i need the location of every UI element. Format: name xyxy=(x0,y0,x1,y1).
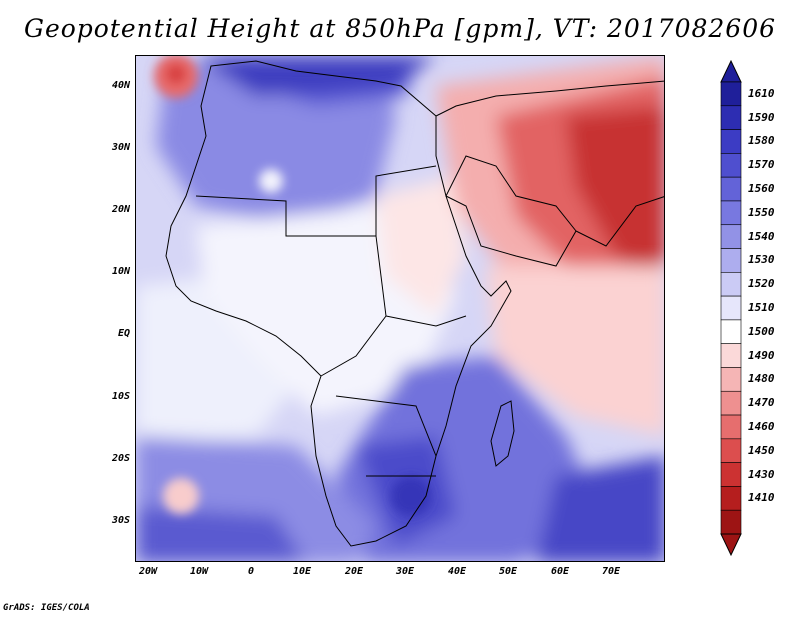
colorbar-swatch xyxy=(720,390,742,416)
colorbar xyxy=(720,60,742,556)
colorbar-swatch xyxy=(720,486,742,511)
map-plot-area xyxy=(135,55,665,562)
colorbar-swatch xyxy=(720,509,742,535)
lat-label: EQ xyxy=(117,328,130,339)
lon-label: 70E xyxy=(601,566,621,577)
colorbar-swatch xyxy=(720,343,742,368)
colorbar-top-arrow xyxy=(720,60,742,83)
coastlines xyxy=(165,60,664,547)
colorbar-level-label: 1570 xyxy=(748,158,775,172)
lon-label: 20E xyxy=(344,566,364,577)
colorbar-level-label: 1460 xyxy=(748,419,775,433)
lat-label: 30S xyxy=(111,515,130,526)
colorbar-swatch xyxy=(720,272,742,297)
lon-label: 50E xyxy=(498,566,518,577)
credit-text: GrADS: IGES/COLA xyxy=(3,603,90,613)
colorbar-level-label: 1510 xyxy=(748,301,775,314)
colorbar-level-label: 1410 xyxy=(748,491,775,505)
colorbar-level-label: 1520 xyxy=(748,277,775,291)
colorbar-level-label: 1500 xyxy=(748,324,775,338)
colorbar-level-label: 1470 xyxy=(748,396,775,410)
lat-label: 20S xyxy=(111,453,130,464)
colorbar-level-label: 1560 xyxy=(748,182,775,196)
lat-label: 20N xyxy=(111,204,130,215)
lon-label: 60E xyxy=(550,566,570,577)
colorbar-level-label: 1580 xyxy=(748,134,775,148)
colorbar-level-label: 1550 xyxy=(748,205,775,219)
colorbar-swatch xyxy=(720,438,742,463)
lat-label: 10N xyxy=(111,266,130,277)
colorbar-swatch xyxy=(720,105,742,130)
lat-label: 40N xyxy=(111,80,130,91)
colorbar-swatch xyxy=(720,248,742,273)
colorbar-swatch xyxy=(720,295,742,321)
field-highs-lows xyxy=(154,56,431,516)
colorbar-level-label: 1540 xyxy=(748,229,775,243)
colorbar-swatch xyxy=(720,129,742,154)
lon-label: 0 xyxy=(247,566,255,577)
lon-label: 30E xyxy=(395,566,415,577)
colorbar-swatch xyxy=(720,462,742,487)
lat-label: 10S xyxy=(111,391,130,402)
colorbar-level-label: 1480 xyxy=(748,372,775,386)
colorbar-swatch xyxy=(720,414,742,440)
lat-label: 30N xyxy=(111,142,130,153)
geopotential-field xyxy=(136,56,664,561)
lon-label: 40E xyxy=(447,566,467,577)
colorbar-swatch xyxy=(720,81,742,107)
colorbar-swatch xyxy=(720,176,742,202)
colorbar-swatch xyxy=(720,224,742,249)
colorbar-bottom-arrow xyxy=(720,533,742,556)
colorbar-swatch xyxy=(720,319,742,344)
colorbar-level-label: 1590 xyxy=(748,110,775,124)
colorbar-swatch xyxy=(720,153,742,178)
lon-label: 20W xyxy=(138,566,158,577)
lon-label: 10W xyxy=(189,566,209,577)
colorbar-swatch xyxy=(720,367,742,392)
colorbar-level-label: 1490 xyxy=(748,348,775,362)
colorbar-level-label: 1430 xyxy=(748,467,775,481)
lon-label: 10E xyxy=(292,566,312,577)
map-title: Geopotential Height at 850hPa [gpm], VT:… xyxy=(23,14,777,43)
colorbar-level-label: 1450 xyxy=(748,443,775,457)
colorbar-level-label: 1610 xyxy=(748,86,775,100)
colorbar-level-label: 1530 xyxy=(748,253,775,267)
colorbar-swatch xyxy=(720,200,742,226)
